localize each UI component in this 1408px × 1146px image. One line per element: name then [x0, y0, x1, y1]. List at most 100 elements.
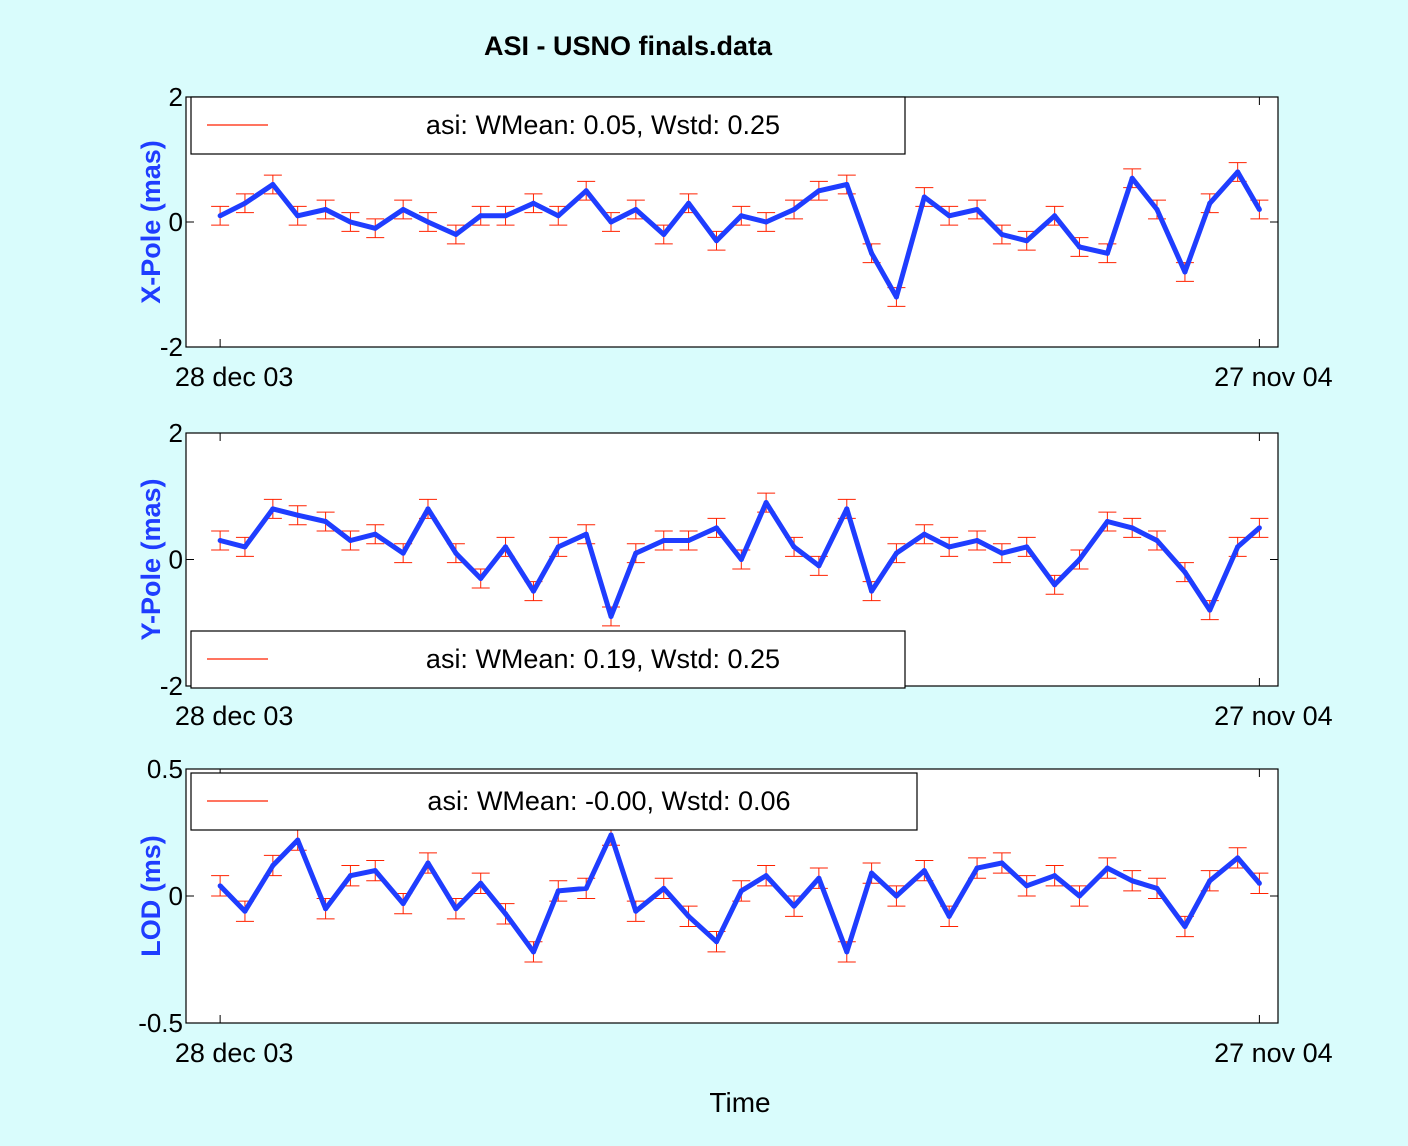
data-point [503, 911, 509, 917]
data-point [503, 544, 509, 550]
data-point [1235, 169, 1241, 175]
data-point [478, 213, 484, 219]
data-point [1129, 878, 1135, 884]
y-tick-label: 0.5 [147, 754, 183, 784]
data-point [816, 875, 822, 881]
data-point [1104, 865, 1110, 871]
data-point [1052, 873, 1058, 879]
y-tick-label: -2 [160, 332, 183, 362]
data-point [1024, 544, 1030, 550]
data-point [661, 232, 667, 237]
x-tick-label: 27 nov 04 [1214, 701, 1333, 731]
data-point [763, 873, 769, 879]
data-point [763, 219, 769, 225]
data-point [1052, 213, 1058, 219]
data-point [816, 563, 822, 569]
data-point [270, 182, 276, 187]
chart-title: ASI - USNO finals.data [484, 31, 773, 61]
data-point [583, 188, 589, 194]
data-point [453, 550, 459, 556]
data-point [633, 207, 639, 212]
legend: asi: WMean: 0.19, Wstd: 0.25 [190, 630, 906, 689]
data-point [946, 213, 952, 219]
data-point [1154, 885, 1160, 891]
data-point [633, 550, 639, 556]
data-point [974, 865, 980, 871]
y-tick-label: 2 [169, 82, 183, 112]
data-point [791, 903, 797, 909]
data-point [738, 213, 744, 219]
data-point [844, 949, 850, 955]
x-tick-label: 28 dec 03 [175, 362, 294, 392]
data-point [295, 213, 301, 219]
data-point [323, 906, 329, 912]
data-point [555, 888, 561, 894]
data-point [1104, 250, 1110, 256]
data-point [999, 232, 1005, 237]
y-tick-label: -2 [160, 671, 183, 701]
data-point [686, 538, 692, 544]
data-point [791, 544, 797, 550]
data-point [217, 538, 223, 544]
data-point [1024, 238, 1030, 244]
data-point [583, 885, 589, 891]
data-point [869, 250, 875, 256]
data-point [503, 213, 509, 219]
data-point [791, 207, 797, 212]
y-tick-label: 0 [169, 545, 183, 575]
legend-label: asi: WMean: 0.19, Wstd: 0.25 [426, 644, 780, 674]
data-point [242, 544, 248, 550]
x-tick-label: 28 dec 03 [175, 701, 294, 731]
data-point [1207, 607, 1213, 613]
data-point [999, 860, 1005, 866]
legend-box [190, 96, 906, 155]
legend-label: asi: WMean: 0.05, Wstd: 0.25 [426, 110, 780, 140]
data-point [425, 219, 431, 225]
data-point [869, 588, 875, 594]
data-point [1076, 893, 1082, 899]
data-point [661, 538, 667, 544]
data-point [713, 238, 719, 244]
data-point [583, 531, 589, 537]
data-point [1207, 200, 1213, 206]
data-point [217, 213, 223, 219]
x-tick-label: 28 dec 03 [175, 1038, 294, 1068]
data-point [242, 200, 248, 206]
x-tick-label: 27 nov 04 [1214, 362, 1333, 392]
data-point [1207, 878, 1213, 884]
data-point [844, 506, 850, 512]
data-point [372, 868, 378, 874]
legend-box [190, 630, 906, 689]
x-tick-label: 27 nov 04 [1214, 1038, 1333, 1068]
data-point [686, 200, 692, 206]
data-point [608, 219, 614, 225]
data-point [1256, 207, 1262, 212]
legend-label: asi: WMean: -0.00, Wstd: 0.06 [427, 786, 790, 816]
data-point [530, 588, 536, 594]
data-point [946, 913, 952, 919]
data-point [347, 538, 353, 544]
data-point [217, 883, 223, 889]
data-point [295, 837, 301, 843]
y-tick-label: 2 [169, 418, 183, 448]
y-tick-label: 0 [169, 881, 183, 911]
data-point [608, 832, 614, 838]
data-point [453, 232, 459, 237]
legend: asi: WMean: 0.05, Wstd: 0.25 [190, 96, 906, 155]
data-point [1154, 538, 1160, 544]
data-point [1129, 175, 1135, 181]
data-point [869, 870, 875, 876]
data-point [738, 557, 744, 562]
data-point [1235, 544, 1241, 550]
data-point [555, 544, 561, 550]
data-point [763, 500, 769, 506]
data-point [323, 207, 329, 212]
data-point [844, 182, 850, 187]
data-point [816, 188, 822, 194]
data-point [893, 294, 899, 300]
data-point [921, 531, 927, 537]
data-point [738, 888, 744, 894]
data-point [242, 908, 248, 914]
data-point [425, 860, 431, 866]
